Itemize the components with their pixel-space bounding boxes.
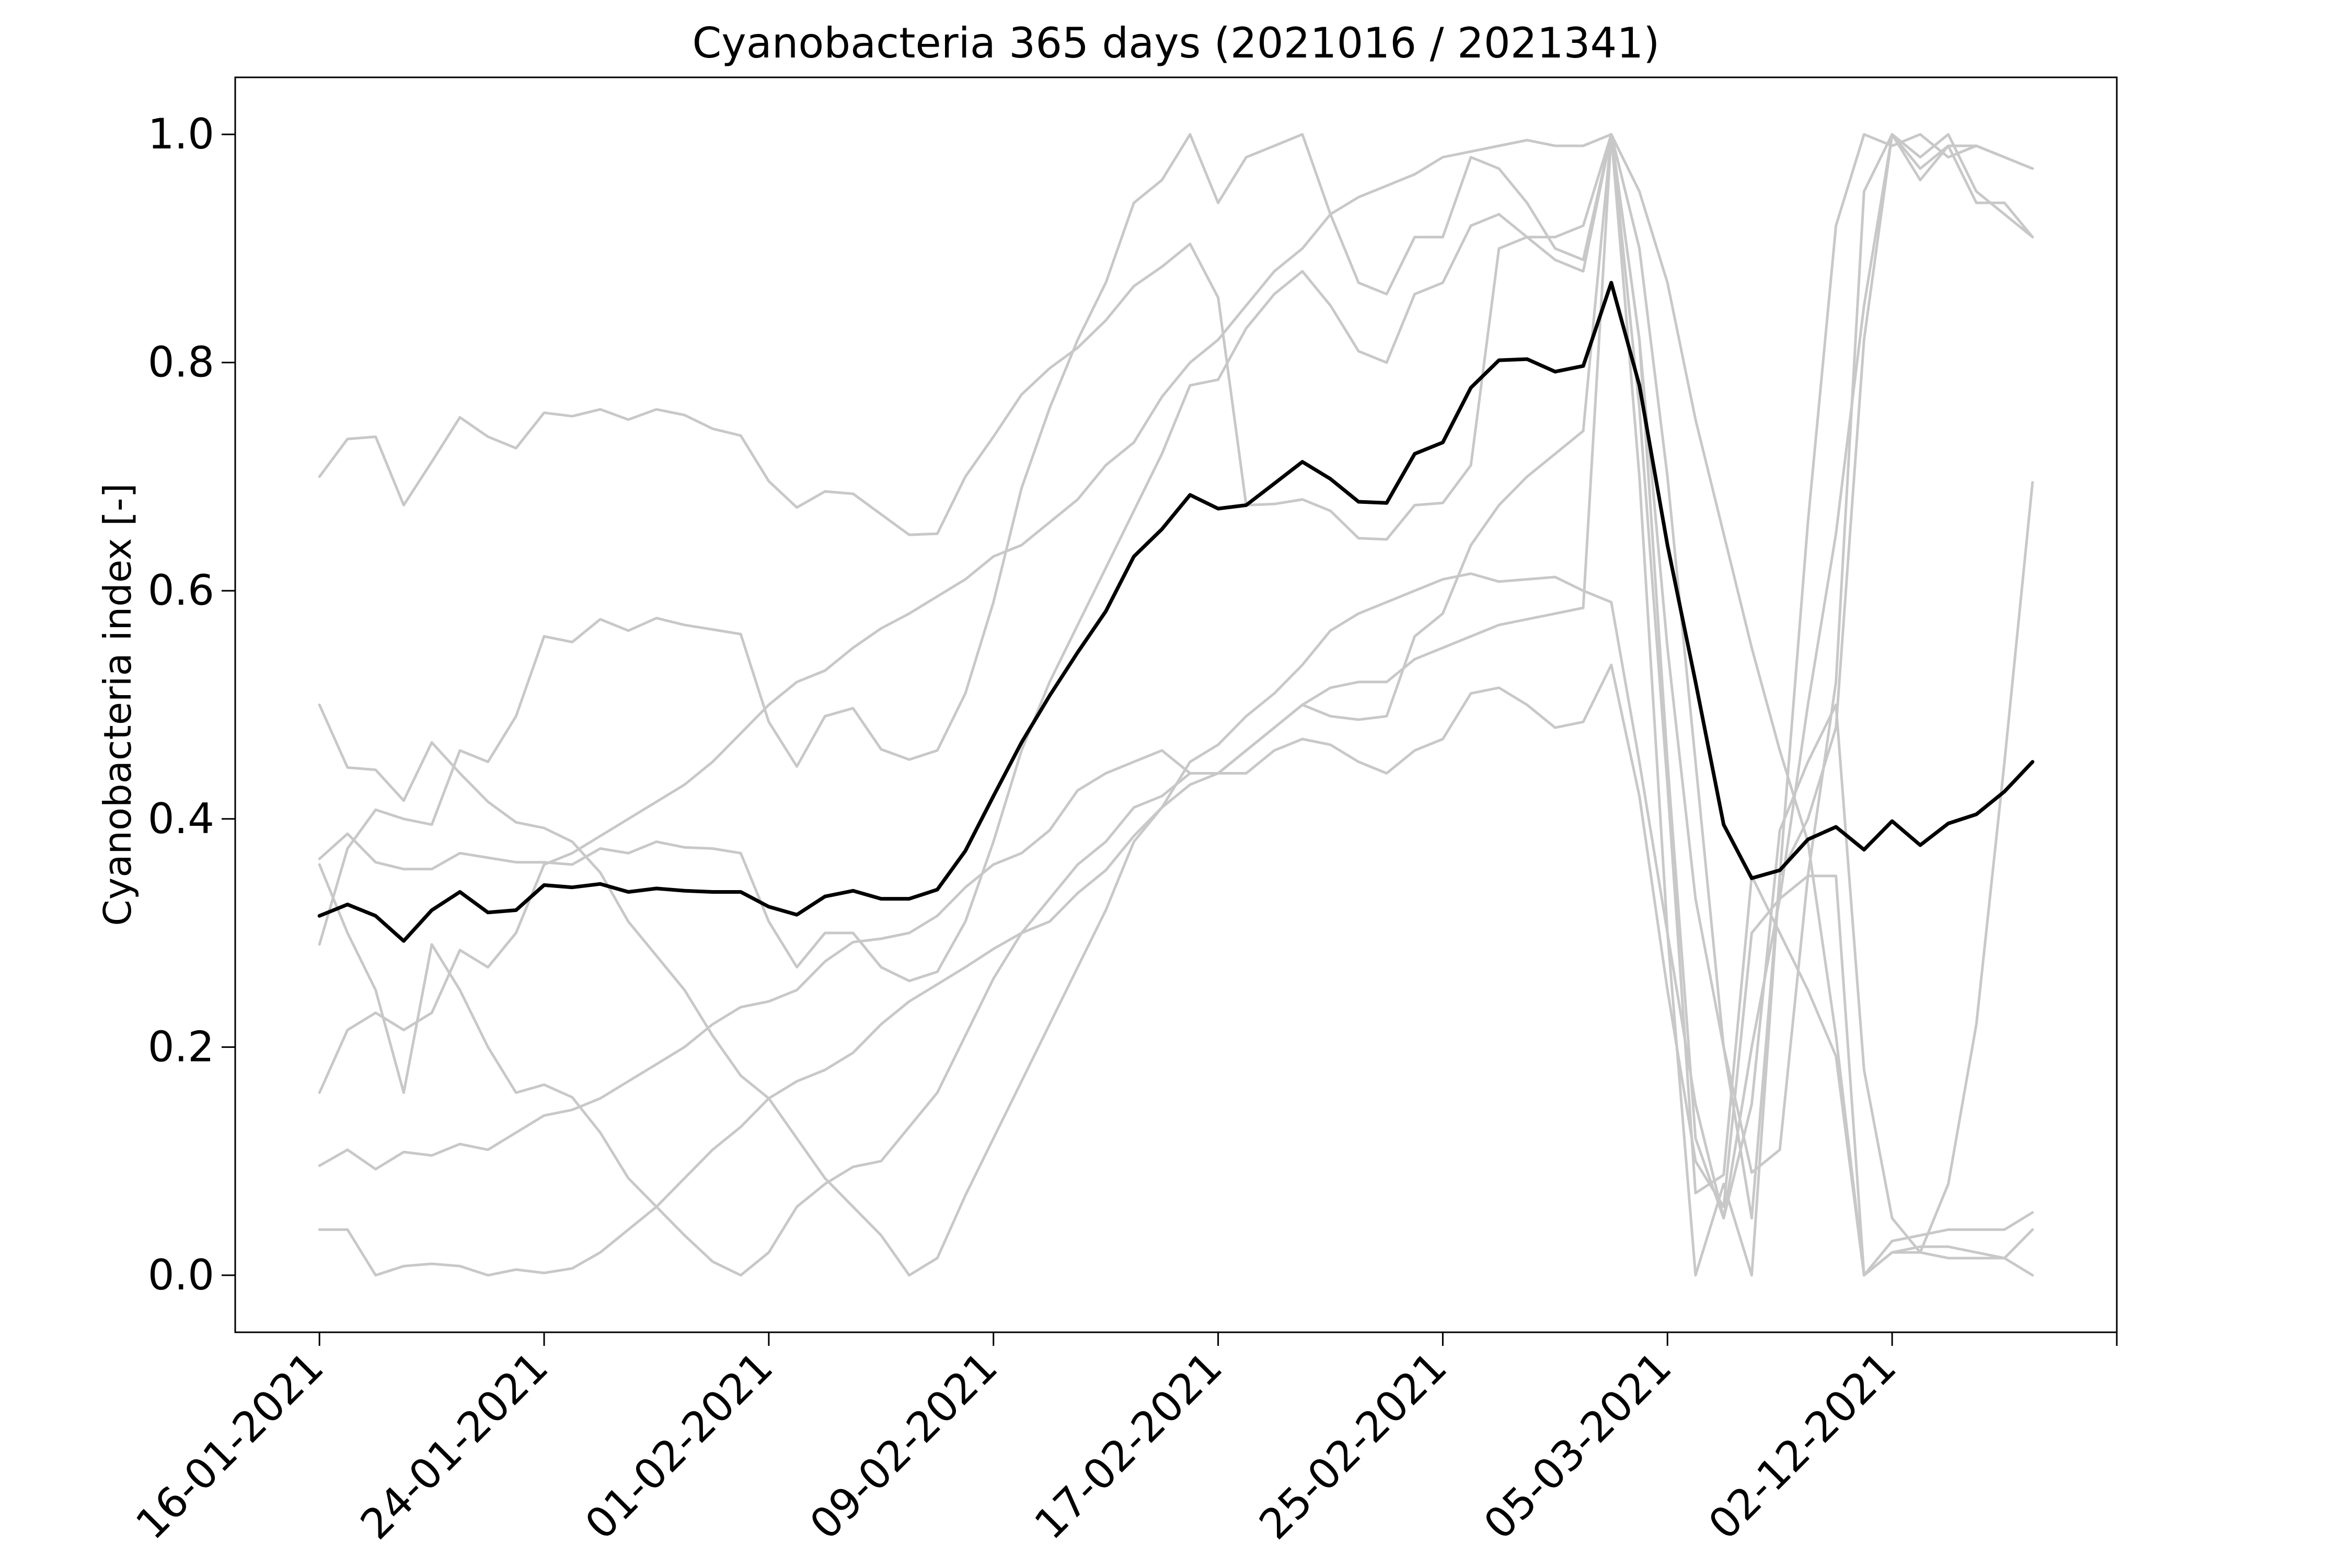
series-line-5: [318, 133, 2034, 1277]
series-line-3: [318, 133, 2034, 1174]
series-line-8: [318, 481, 2034, 1277]
x-tick-label: 01-02-2021: [576, 1343, 782, 1549]
x-tick-label: 25-02-2021: [1250, 1343, 1456, 1549]
y-axis-label: Cyanobacteria index [-]: [96, 483, 140, 926]
series-line-6: [318, 133, 2034, 1277]
x-tick-label: 16-01-2021: [126, 1343, 333, 1549]
series-layer: [317, 133, 2035, 1277]
y-tick-label: 1.0: [148, 110, 214, 158]
series-line-1: [318, 133, 2034, 1277]
x-tick-label: 02-12-2021: [1699, 1343, 1906, 1549]
x-tick-label: 05-03-2021: [1474, 1343, 1681, 1549]
y-tick-label: 0.8: [148, 338, 214, 387]
mean-series-line: [317, 281, 2035, 943]
plot-frame: [234, 76, 2118, 1333]
y-tick-label: 0.6: [148, 566, 214, 615]
chart-title: Cyanobacteria 365 days (2021016 / 202134…: [692, 19, 1659, 67]
y-tick-label: 0.2: [148, 1022, 214, 1071]
series-line-7: [318, 133, 2034, 1260]
plot-area: [235, 77, 2117, 1332]
y-tick-label: 0.0: [148, 1251, 214, 1299]
x-tick-label: 17-02-2021: [1025, 1343, 1232, 1549]
x-tick-label: 09-02-2021: [801, 1343, 1007, 1549]
series-line-4: [318, 133, 2034, 1220]
x-tick-label: 24-01-2021: [351, 1343, 558, 1549]
y-tick-label: 0.4: [148, 794, 214, 843]
